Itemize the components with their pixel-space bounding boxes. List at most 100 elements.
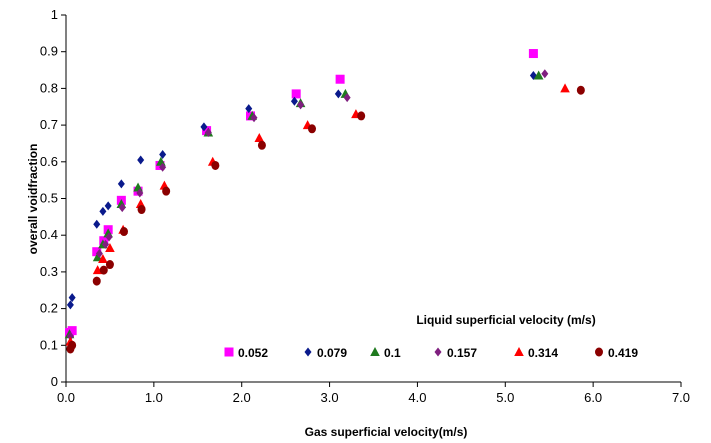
legend-label: 0.1 (384, 346, 401, 360)
data-point (576, 85, 585, 95)
data-point (117, 179, 125, 189)
legend-item-0.157: 0.157 (434, 346, 477, 360)
legend-label: 0.052 (238, 346, 268, 360)
data-point (99, 206, 107, 216)
x-tick-label: 4.0 (408, 390, 426, 405)
series-0.157 (66, 69, 549, 341)
x-tick-label: 0.0 (57, 390, 75, 405)
data-point (528, 49, 538, 59)
legend-marker (370, 347, 380, 356)
legend-items: 0.052 0.079 0.1 0.157 0.314 0.419 (224, 346, 638, 360)
data-point (104, 201, 112, 211)
data-point (334, 89, 342, 99)
data-point (99, 265, 108, 275)
data-point (133, 182, 143, 192)
y-tick-label: 0.8 (40, 80, 58, 95)
series-0.079 (66, 71, 537, 310)
data-point (257, 140, 266, 150)
data-point (200, 122, 208, 132)
x-axis-title: Gas superficial velocity(m/s) (305, 425, 468, 439)
data-point (105, 260, 114, 270)
y-tick-label: 0.3 (40, 264, 58, 279)
data-point (92, 247, 102, 257)
data-point (250, 113, 258, 123)
data-point (68, 340, 77, 350)
data-point (290, 96, 298, 106)
legend: Liquid superficial velocity (m/s) 0.052 0… (224, 313, 638, 360)
legend-item-0.079: 0.079 (304, 346, 347, 360)
legend-label: 0.419 (608, 346, 638, 360)
data-point (136, 188, 144, 198)
data-point (93, 219, 101, 229)
data-point (68, 293, 76, 303)
data-point (159, 149, 167, 159)
series-0.419 (66, 85, 585, 354)
y-tick-label: 0.4 (40, 227, 58, 242)
legend-label: 0.079 (317, 346, 347, 360)
data-point (99, 236, 109, 246)
data-point (156, 156, 166, 166)
data-point (67, 326, 77, 336)
x-tick-label: 1.0 (145, 390, 163, 405)
legend-item-0.052: 0.052 (224, 346, 268, 360)
legend-marker (434, 347, 442, 357)
x-tick-label: 7.0 (672, 390, 690, 405)
legend-marker (514, 347, 524, 356)
legend-item-0.314: 0.314 (514, 346, 558, 360)
data-point (159, 162, 167, 172)
legend-marker (304, 347, 312, 357)
data-point (204, 127, 212, 137)
axes (61, 14, 682, 387)
legend-label: 0.157 (447, 346, 477, 360)
tick-labels: 0.0 1.0 2.0 3.0 4.0 5.0 6.0 7.0 0 0.1 0.2 0.3 0.4 0.5… (40, 7, 690, 405)
legend-item-0.1: 0.1 (370, 346, 401, 360)
data-point (66, 331, 74, 341)
data-point (254, 132, 265, 142)
data-point (357, 111, 366, 121)
data-point (92, 265, 103, 275)
data-point (102, 239, 110, 249)
data-point (541, 69, 549, 79)
data-point (105, 232, 113, 242)
y-tick-label: 0.1 (40, 337, 58, 352)
legend-title: Liquid superficial velocity (m/s) (416, 313, 595, 327)
y-axis-title: overall voidfraction (26, 144, 40, 255)
y-tick-label: 0.2 (40, 301, 58, 316)
data-point (92, 276, 101, 286)
data-points (64, 49, 585, 354)
data-point (211, 160, 220, 170)
data-point (560, 83, 570, 93)
x-tick-label: 3.0 (321, 390, 339, 405)
y-tick-label: 0.5 (40, 191, 58, 206)
data-point (98, 254, 108, 264)
x-tick-label: 5.0 (496, 390, 514, 405)
legend-item-0.419: 0.419 (595, 346, 638, 360)
data-point (162, 186, 171, 196)
y-tick-label: 0.7 (40, 117, 58, 132)
data-point (291, 89, 301, 99)
x-tick-label: 2.0 (233, 390, 251, 405)
y-tick-label: 1 (51, 7, 58, 22)
y-tick-label: 0.9 (40, 44, 58, 59)
data-point (119, 227, 128, 237)
x-tick-label: 6.0 (584, 390, 602, 405)
data-point (335, 74, 345, 84)
data-point (118, 203, 126, 213)
data-point (137, 155, 145, 165)
data-point (66, 300, 74, 310)
legend-label: 0.314 (528, 346, 558, 360)
data-point (92, 252, 103, 262)
data-point (343, 93, 351, 103)
y-tick-label: 0 (51, 374, 58, 389)
data-point (308, 124, 316, 134)
y-tick-label: 0.6 (40, 154, 58, 169)
data-point (245, 104, 253, 114)
data-point (95, 249, 103, 259)
legend-marker (224, 347, 234, 357)
legend-marker (595, 347, 603, 357)
data-point (297, 100, 305, 110)
data-point (137, 205, 146, 215)
data-point (533, 70, 544, 80)
